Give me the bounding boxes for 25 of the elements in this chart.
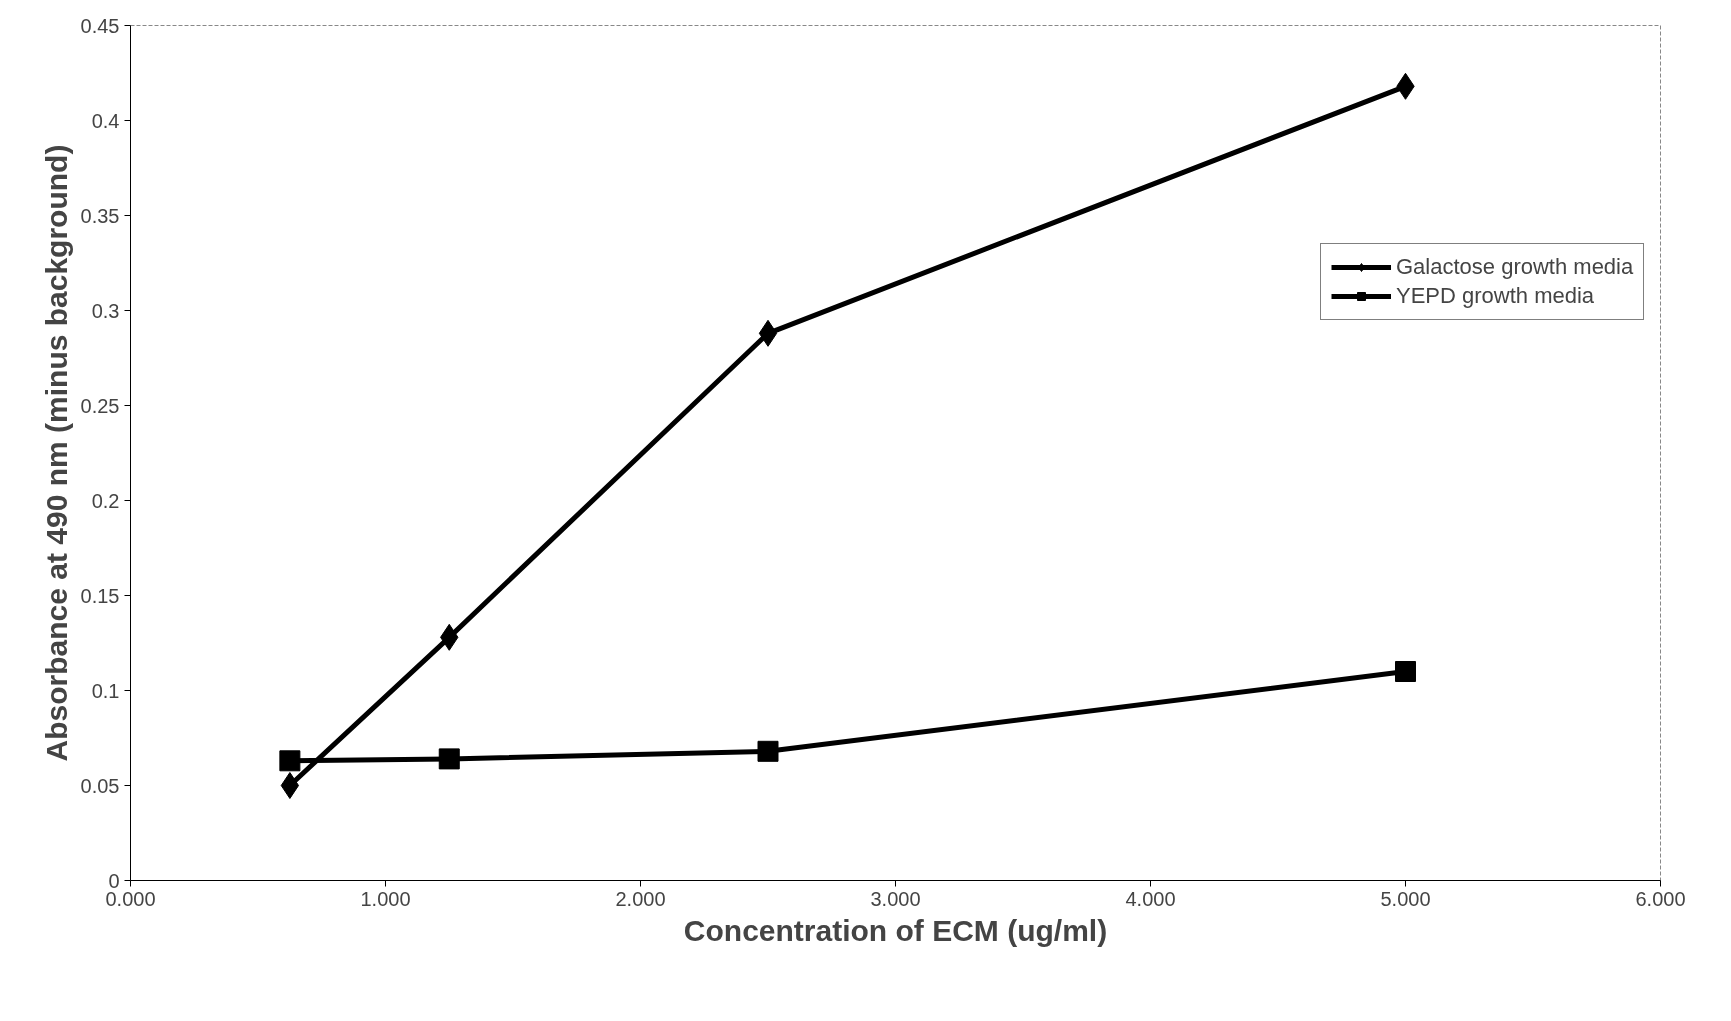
x-tick-label: 1.000 (360, 887, 411, 910)
point (438, 748, 460, 770)
y-tick-label: 0.35 (80, 204, 120, 227)
y-tick-label: 0.05 (80, 774, 120, 797)
x-tick-label: 6.000 (1635, 887, 1686, 910)
y-tick-label: 0.4 (91, 109, 120, 132)
x-axis-title: Concentration of ECM (ug/ml) (683, 913, 1108, 947)
y-tick-label: 0.1 (91, 679, 120, 702)
y-tick-label: 0.2 (91, 489, 120, 512)
point (757, 740, 779, 762)
point (758, 319, 778, 347)
x-tick-label: 3.000 (870, 887, 921, 910)
legend-label: YEPD growth media (1396, 283, 1595, 309)
y-tick-label: 0.15 (80, 584, 120, 607)
y-tick-label: 0.25 (80, 394, 120, 417)
x-tick-label: 5.000 (1380, 887, 1431, 910)
point (279, 750, 301, 772)
legend-label: Galactose growth media (1396, 254, 1634, 280)
x-tick-label: 4.000 (1125, 887, 1176, 910)
y-tick-label: 0.45 (80, 14, 120, 37)
y-tick-label: 0.3 (91, 299, 120, 322)
point (1395, 661, 1416, 682)
y-axis-title: Absorbance at 490 nm (minus background) (39, 144, 73, 762)
x-tick-label: 2.000 (615, 887, 666, 910)
point (280, 772, 300, 799)
